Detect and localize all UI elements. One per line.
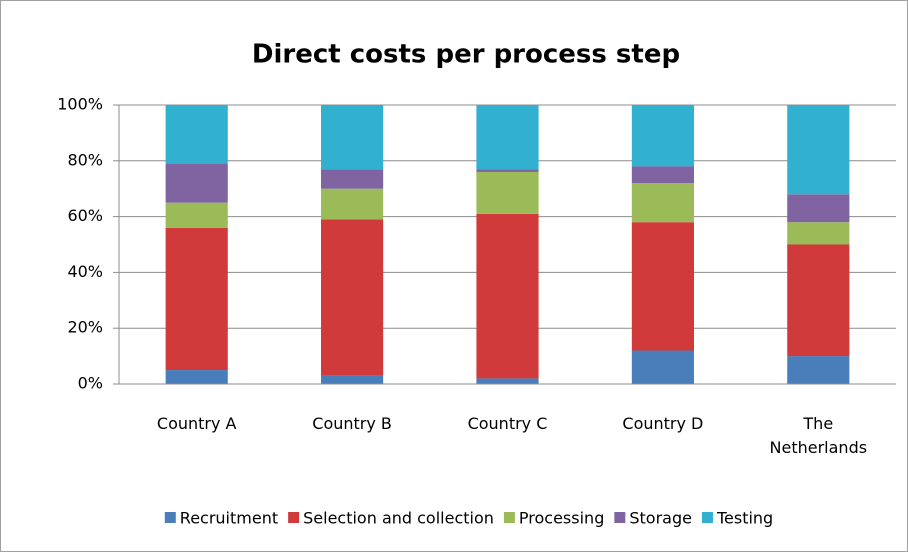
legend-swatch <box>288 512 300 523</box>
bar-segment <box>787 244 850 357</box>
bar-segment <box>787 222 850 245</box>
bar-segment <box>787 194 850 223</box>
bar-segment <box>476 105 539 170</box>
legend-label: Recruitment <box>180 509 278 528</box>
bar-segment <box>165 202 228 228</box>
legend-swatch <box>164 512 176 523</box>
legend-label: Storage <box>629 509 692 528</box>
bar-segment <box>165 370 228 384</box>
legend-swatch <box>503 512 515 523</box>
legend-swatch <box>614 512 626 523</box>
bar-segment <box>787 356 850 384</box>
x-tick-label: The Netherlands <box>769 414 868 457</box>
bar-segment <box>321 105 384 170</box>
bar-segment <box>321 188 384 220</box>
x-tick-label: Country D <box>622 414 704 433</box>
legend-label: Testing <box>716 509 773 528</box>
bar-segment <box>631 183 694 223</box>
legend-swatch <box>701 512 713 523</box>
y-tick-label: 80% <box>67 150 103 169</box>
chart-title: Direct costs per process step <box>252 40 680 70</box>
legend-label: Processing <box>519 509 604 528</box>
x-tick-label: Country C <box>467 414 548 433</box>
y-tick-label: 100% <box>57 95 103 114</box>
y-tick-label: 0% <box>78 374 103 393</box>
bar-segment <box>631 350 694 384</box>
y-tick-label: 20% <box>67 318 103 337</box>
bar-segment <box>321 375 384 384</box>
bar-segment <box>787 105 850 195</box>
y-tick-label: 40% <box>67 262 103 281</box>
bar-segment <box>321 219 384 376</box>
bar-segment <box>631 105 694 167</box>
bar-segment <box>476 169 539 172</box>
bar-segment <box>631 222 694 351</box>
y-tick-label: 60% <box>67 206 103 225</box>
bar-segment <box>476 213 539 379</box>
bar-segment <box>165 105 228 164</box>
x-tick-label: Country A <box>156 414 237 433</box>
bar-segment <box>165 227 228 371</box>
legend-label: Selection and collection <box>303 509 494 528</box>
bar-segment <box>321 169 384 189</box>
bar-segment <box>165 163 228 203</box>
bar-segment <box>631 166 694 184</box>
bar-segment <box>476 171 539 214</box>
x-tick-label: Country B <box>312 414 392 433</box>
bar-segment <box>476 378 539 384</box>
